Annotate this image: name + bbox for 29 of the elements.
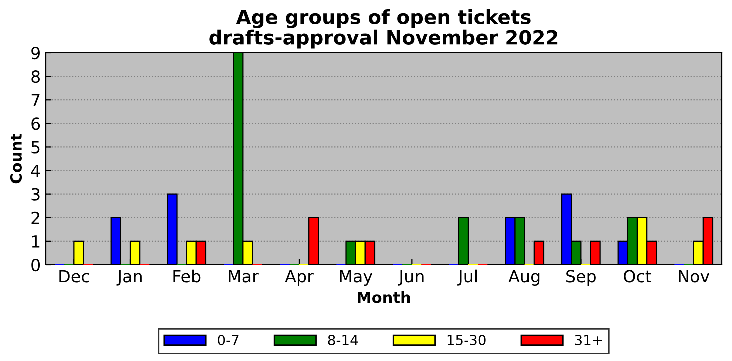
x-tick-label: Feb [174, 270, 201, 283]
x-tick-label: Sep [566, 270, 596, 286]
y-axis-title: Count [10, 134, 22, 184]
legend-label: 0-7 [218, 334, 239, 346]
x-tick-label: Aug [508, 270, 540, 286]
x-axis-title: Month [358, 292, 410, 304]
legend-label: 8-14 [328, 334, 358, 346]
x-tick-label: Mar [229, 270, 259, 283]
chart-title: Age groups of open tickets drafts-approval November 2022 [210, 9, 558, 49]
y-tick-label: 8 [32, 70, 40, 84]
y-tick-label: 3 [32, 188, 40, 201]
legend-label: 31+ [575, 334, 602, 346]
legend-label: 15-30 [448, 334, 486, 346]
x-tick-label: Jan [116, 270, 142, 286]
y-tick-label: 6 [32, 118, 40, 130]
y-tick-label: 4 [31, 164, 40, 178]
y-tick-label: 1 [32, 236, 40, 248]
x-tick-label: Oct [624, 270, 652, 283]
x-tick-label: Jul [458, 270, 477, 286]
y-tick-label: 7 [32, 94, 40, 106]
y-tick-label: 2 [32, 212, 40, 224]
x-tick-label: May [340, 270, 373, 286]
x-tick-label: Dec [60, 270, 90, 283]
y-tick-label: 9 [32, 46, 40, 60]
x-tick-label: Jun [398, 270, 424, 286]
y-tick-label: 5 [32, 141, 40, 154]
x-tick-label: Nov [679, 270, 710, 283]
x-tick-label: Apr [285, 270, 314, 286]
y-tick-label: 0 [32, 258, 40, 272]
